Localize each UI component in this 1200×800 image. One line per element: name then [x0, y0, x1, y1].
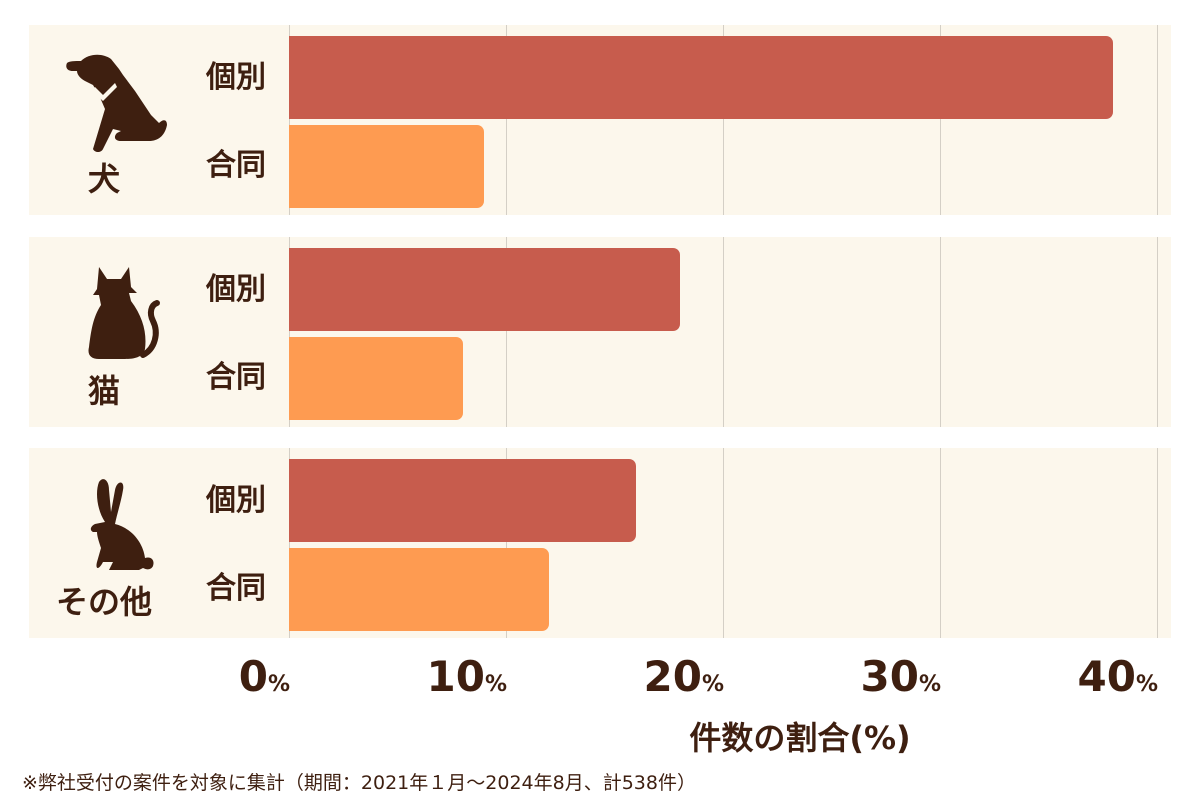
- x-tick-10: 10%: [426, 652, 508, 701]
- gridline-40: [1157, 25, 1158, 215]
- footnote: ※弊社受付の案件を対象に集計（期間：2021年１月～2024年8月、計538件）: [22, 772, 696, 794]
- bar-dog-joint: [289, 125, 484, 208]
- joint-label: 合同: [206, 571, 266, 606]
- gridline-0: [289, 25, 290, 215]
- gridline-10: [506, 237, 507, 427]
- bar-cat-individual: [289, 248, 680, 331]
- x-tick-0: 0%: [238, 652, 290, 701]
- joint-label: 合同: [206, 148, 266, 183]
- gridline-20: [723, 448, 724, 638]
- bar-other-joint: [289, 548, 549, 631]
- x-axis-label: 件数の割合(%): [689, 719, 911, 757]
- x-tick-40: 40%: [1077, 652, 1159, 701]
- group-panel-dog: 犬 個別 合同: [29, 25, 1171, 215]
- bar-cat-joint: [289, 337, 463, 420]
- cat-icon: [88, 267, 160, 359]
- gridline-30: [940, 237, 941, 427]
- gridline-40: [1157, 448, 1158, 638]
- joint-label: 合同: [206, 360, 266, 395]
- rabbit-icon: [90, 479, 154, 570]
- dog-icon: [66, 54, 167, 152]
- gridline-0: [289, 448, 290, 638]
- gridline-20: [723, 25, 724, 215]
- gridline-10: [506, 448, 507, 638]
- individual-label: 個別: [206, 272, 266, 307]
- x-tick-30: 30%: [860, 652, 942, 701]
- gridline-40: [1157, 237, 1158, 427]
- group-label: その他: [55, 583, 152, 621]
- group-label: 犬: [87, 160, 120, 198]
- bar-dog-individual: [289, 36, 1113, 119]
- gridline-30: [940, 448, 941, 638]
- gridline-30: [940, 25, 941, 215]
- group-label: 猫: [87, 372, 120, 410]
- gridline-20: [723, 237, 724, 427]
- bar-other-individual: [289, 459, 636, 542]
- individual-label: 個別: [206, 483, 266, 518]
- group-panel-cat: 猫 個別 合同: [29, 237, 1171, 427]
- x-tick-20: 20%: [643, 652, 725, 701]
- group-panel-other: その他 個別 合同: [29, 448, 1171, 638]
- gridline-0: [289, 237, 290, 427]
- individual-label: 個別: [206, 60, 266, 95]
- gridline-10: [506, 25, 507, 215]
